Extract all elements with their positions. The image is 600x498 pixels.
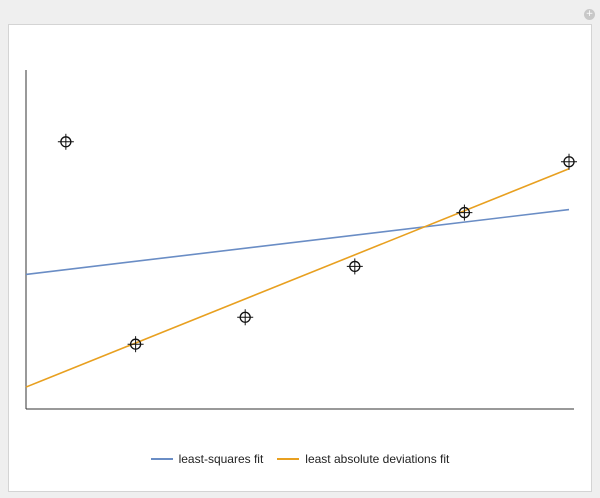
draggable-point-locator-icon[interactable] <box>561 153 578 170</box>
legend-label-least-squares: least-squares fit <box>178 452 264 466</box>
legend-swatch-least-absolute-deviations <box>277 458 300 460</box>
least-absolute-deviations-fit-line <box>25 167 570 388</box>
legend-item-least-absolute-deviations: least absolute deviations fit <box>277 452 449 466</box>
legend-swatch-least-squares <box>150 458 173 460</box>
draggable-point-locator-icon[interactable] <box>127 336 144 353</box>
draggable-point-locator-icon[interactable] <box>456 204 473 221</box>
legend: least-squares fit least absolute deviati… <box>0 447 600 471</box>
least-squares-fit-line <box>25 208 570 276</box>
draggable-point-locator-icon[interactable] <box>57 133 74 150</box>
draggable-point-locator-icon[interactable] <box>346 258 363 275</box>
legend-label-least-absolute-deviations: least absolute deviations fit <box>305 452 450 466</box>
demonstration-panel <box>8 24 592 492</box>
plus-circle-icon[interactable]: + <box>584 9 595 20</box>
legend-item-least-squares: least-squares fit <box>150 452 264 466</box>
draggable-point-locator-icon[interactable] <box>237 309 254 326</box>
